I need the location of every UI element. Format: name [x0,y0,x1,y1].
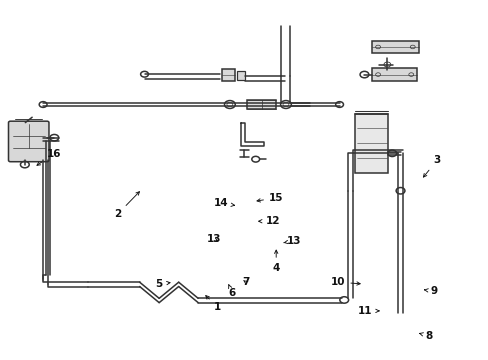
Text: 3: 3 [423,155,440,177]
Text: 9: 9 [424,286,436,296]
Text: 10: 10 [330,277,360,287]
Text: 14: 14 [213,198,234,208]
Text: 1: 1 [205,296,221,312]
Text: 13: 13 [206,234,221,244]
FancyBboxPatch shape [371,68,416,81]
Text: 11: 11 [357,306,378,316]
Text: 7: 7 [242,277,249,287]
Text: 16: 16 [37,149,61,165]
Text: 2: 2 [114,192,139,219]
Bar [246,100,276,109]
FancyBboxPatch shape [236,71,245,80]
Text: 15: 15 [257,193,283,203]
Text: 6: 6 [228,285,235,298]
FancyBboxPatch shape [354,114,387,173]
FancyBboxPatch shape [371,41,418,53]
FancyBboxPatch shape [221,69,235,81]
Text: 12: 12 [258,216,280,226]
FancyBboxPatch shape [8,121,49,162]
Text: 8: 8 [419,331,431,341]
Text: 5: 5 [155,279,170,289]
Text: 13: 13 [283,236,301,246]
Text: 4: 4 [272,250,279,273]
